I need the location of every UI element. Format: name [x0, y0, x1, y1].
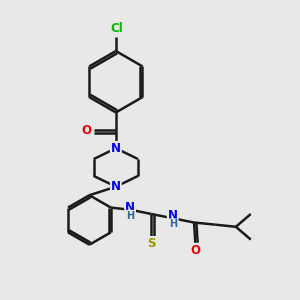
Text: H: H — [169, 219, 177, 229]
Text: O: O — [81, 124, 91, 137]
Text: N: N — [168, 209, 178, 222]
Text: O: O — [190, 244, 200, 257]
Text: N: N — [111, 142, 121, 155]
Text: H: H — [126, 211, 134, 221]
Text: S: S — [147, 237, 156, 250]
Text: Cl: Cl — [110, 22, 123, 35]
Text: N: N — [111, 180, 121, 193]
Text: N: N — [125, 201, 135, 214]
